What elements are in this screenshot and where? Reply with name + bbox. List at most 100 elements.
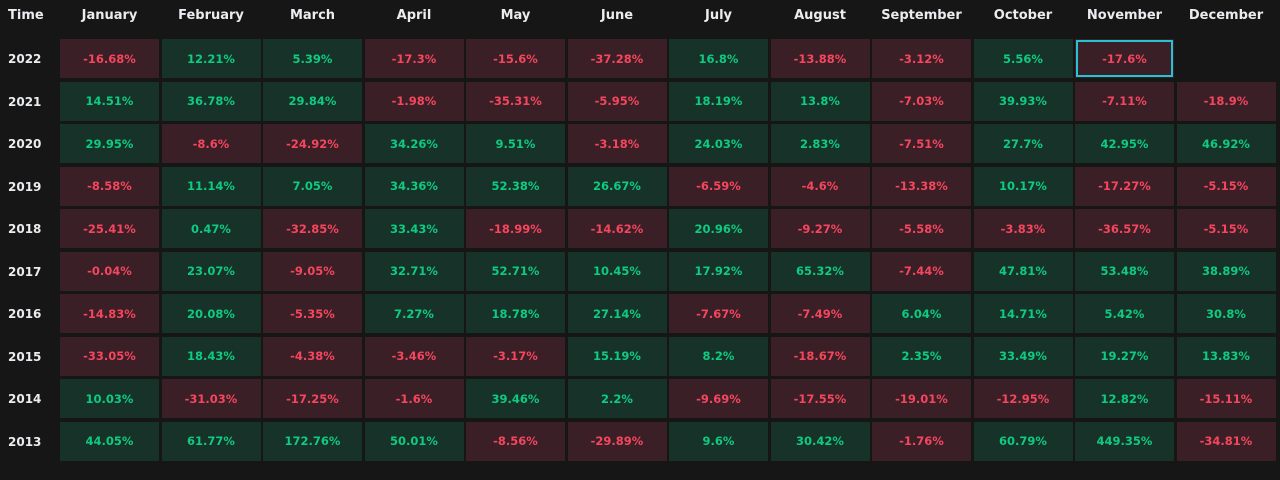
cell-2014-june[interactable]: 2.2% — [567, 379, 667, 418]
cell-2019-january[interactable]: -8.58% — [60, 166, 159, 206]
cell-2016-january[interactable]: -14.83% — [60, 294, 159, 333]
cell-2020-february[interactable]: -8.6% — [161, 124, 261, 163]
cell-2013-december[interactable]: -34.81% — [1176, 421, 1276, 461]
cell-2014-april[interactable]: -1.6% — [364, 379, 464, 418]
cell-2019-september[interactable]: -13.38% — [872, 166, 971, 206]
cell-2022-may[interactable]: -15.6% — [466, 39, 565, 78]
cell-2019-june[interactable]: 26.67% — [567, 166, 667, 206]
cell-2018-april[interactable]: 33.43% — [364, 209, 464, 248]
cell-2016-august[interactable]: -7.49% — [770, 294, 870, 333]
cell-2015-november[interactable]: 19.27% — [1075, 336, 1174, 376]
cell-2017-june[interactable]: 10.45% — [567, 251, 667, 291]
cell-2020-august[interactable]: 2.83% — [770, 124, 870, 163]
cell-2022-april[interactable]: -17.3% — [364, 39, 464, 78]
cell-2021-january[interactable]: 14.51% — [60, 81, 159, 121]
cell-2015-october[interactable]: 33.49% — [973, 336, 1073, 376]
cell-2021-april[interactable]: -1.98% — [364, 81, 464, 121]
cell-2020-december[interactable]: 46.92% — [1176, 124, 1276, 163]
cell-2019-may[interactable]: 52.38% — [466, 166, 565, 206]
cell-2019-december[interactable]: -5.15% — [1176, 166, 1276, 206]
cell-2017-february[interactable]: 23.07% — [161, 251, 261, 291]
cell-2013-september[interactable]: -1.76% — [872, 421, 971, 461]
cell-2018-september[interactable]: -5.58% — [872, 209, 971, 248]
cell-2014-september[interactable]: -19.01% — [872, 379, 971, 418]
cell-2022-march[interactable]: 5.39% — [263, 39, 362, 78]
cell-2022-july[interactable]: 16.8% — [669, 39, 768, 78]
cell-2018-december[interactable]: -5.15% — [1176, 209, 1276, 248]
cell-2016-june[interactable]: 27.14% — [567, 294, 667, 333]
cell-2016-september[interactable]: 6.04% — [872, 294, 971, 333]
cell-2022-august[interactable]: -13.88% — [770, 39, 870, 78]
cell-2022-october[interactable]: 5.56% — [973, 39, 1073, 78]
cell-2020-july[interactable]: 24.03% — [669, 124, 768, 163]
cell-2020-april[interactable]: 34.26% — [364, 124, 464, 163]
cell-2016-july[interactable]: -7.67% — [669, 294, 768, 333]
cell-2015-april[interactable]: -3.46% — [364, 336, 464, 376]
cell-2017-march[interactable]: -9.05% — [263, 251, 362, 291]
cell-2020-january[interactable]: 29.95% — [60, 124, 159, 163]
cell-2016-february[interactable]: 20.08% — [161, 294, 261, 333]
cell-2014-october[interactable]: -12.95% — [973, 379, 1073, 418]
cell-2013-january[interactable]: 44.05% — [60, 421, 159, 461]
cell-2013-march[interactable]: 172.76% — [263, 421, 362, 461]
cell-2022-november[interactable]: -17.6% — [1075, 39, 1174, 78]
cell-2021-november[interactable]: -7.11% — [1075, 81, 1174, 121]
cell-2013-june[interactable]: -29.89% — [567, 421, 667, 461]
cell-2021-september[interactable]: -7.03% — [872, 81, 971, 121]
cell-2015-august[interactable]: -18.67% — [770, 336, 870, 376]
cell-2014-august[interactable]: -17.55% — [770, 379, 870, 418]
cell-2015-july[interactable]: 8.2% — [669, 336, 768, 376]
cell-2015-june[interactable]: 15.19% — [567, 336, 667, 376]
cell-2022-february[interactable]: 12.21% — [161, 39, 261, 78]
cell-2013-november[interactable]: 449.35% — [1075, 421, 1174, 461]
cell-2021-october[interactable]: 39.93% — [973, 81, 1073, 121]
cell-2017-april[interactable]: 32.71% — [364, 251, 464, 291]
cell-2017-july[interactable]: 17.92% — [669, 251, 768, 291]
cell-2016-october[interactable]: 14.71% — [973, 294, 1073, 333]
cell-2018-october[interactable]: -3.83% — [973, 209, 1073, 248]
cell-2013-october[interactable]: 60.79% — [973, 421, 1073, 461]
cell-2019-october[interactable]: 10.17% — [973, 166, 1073, 206]
cell-2020-june[interactable]: -3.18% — [567, 124, 667, 163]
cell-2015-february[interactable]: 18.43% — [161, 336, 261, 376]
cell-2017-december[interactable]: 38.89% — [1176, 251, 1276, 291]
cell-2015-september[interactable]: 2.35% — [872, 336, 971, 376]
cell-2017-september[interactable]: -7.44% — [872, 251, 971, 291]
cell-2019-july[interactable]: -6.59% — [669, 166, 768, 206]
cell-2016-april[interactable]: 7.27% — [364, 294, 464, 333]
cell-2014-july[interactable]: -9.69% — [669, 379, 768, 418]
cell-2019-april[interactable]: 34.36% — [364, 166, 464, 206]
cell-2021-march[interactable]: 29.84% — [263, 81, 362, 121]
cell-2018-february[interactable]: 0.47% — [161, 209, 261, 248]
cell-2018-may[interactable]: -18.99% — [466, 209, 565, 248]
cell-2022-january[interactable]: -16.68% — [60, 39, 159, 78]
cell-2020-september[interactable]: -7.51% — [872, 124, 971, 163]
cell-2019-august[interactable]: -4.6% — [770, 166, 870, 206]
cell-2014-december[interactable]: -15.11% — [1176, 379, 1276, 418]
cell-2018-march[interactable]: -32.85% — [263, 209, 362, 248]
cell-2020-may[interactable]: 9.51% — [466, 124, 565, 163]
cell-2016-november[interactable]: 5.42% — [1075, 294, 1174, 333]
cell-2013-february[interactable]: 61.77% — [161, 421, 261, 461]
cell-2020-march[interactable]: -24.92% — [263, 124, 362, 163]
cell-2013-april[interactable]: 50.01% — [364, 421, 464, 461]
cell-2020-october[interactable]: 27.7% — [973, 124, 1073, 163]
cell-2013-may[interactable]: -8.56% — [466, 421, 565, 461]
cell-2019-march[interactable]: 7.05% — [263, 166, 362, 206]
cell-2015-march[interactable]: -4.38% — [263, 336, 362, 376]
cell-2016-december[interactable]: 30.8% — [1176, 294, 1276, 333]
cell-2021-february[interactable]: 36.78% — [161, 81, 261, 121]
cell-2017-november[interactable]: 53.48% — [1075, 251, 1174, 291]
cell-2020-november[interactable]: 42.95% — [1075, 124, 1174, 163]
cell-2018-august[interactable]: -9.27% — [770, 209, 870, 248]
cell-2016-may[interactable]: 18.78% — [466, 294, 565, 333]
cell-2014-may[interactable]: 39.46% — [466, 379, 565, 418]
cell-2018-july[interactable]: 20.96% — [669, 209, 768, 248]
cell-2021-december[interactable]: -18.9% — [1176, 81, 1276, 121]
cell-2015-may[interactable]: -3.17% — [466, 336, 565, 376]
cell-2013-july[interactable]: 9.6% — [669, 421, 768, 461]
cell-2014-january[interactable]: 10.03% — [60, 379, 159, 418]
cell-2021-july[interactable]: 18.19% — [669, 81, 768, 121]
cell-2014-november[interactable]: 12.82% — [1075, 379, 1174, 418]
cell-2019-november[interactable]: -17.27% — [1075, 166, 1174, 206]
